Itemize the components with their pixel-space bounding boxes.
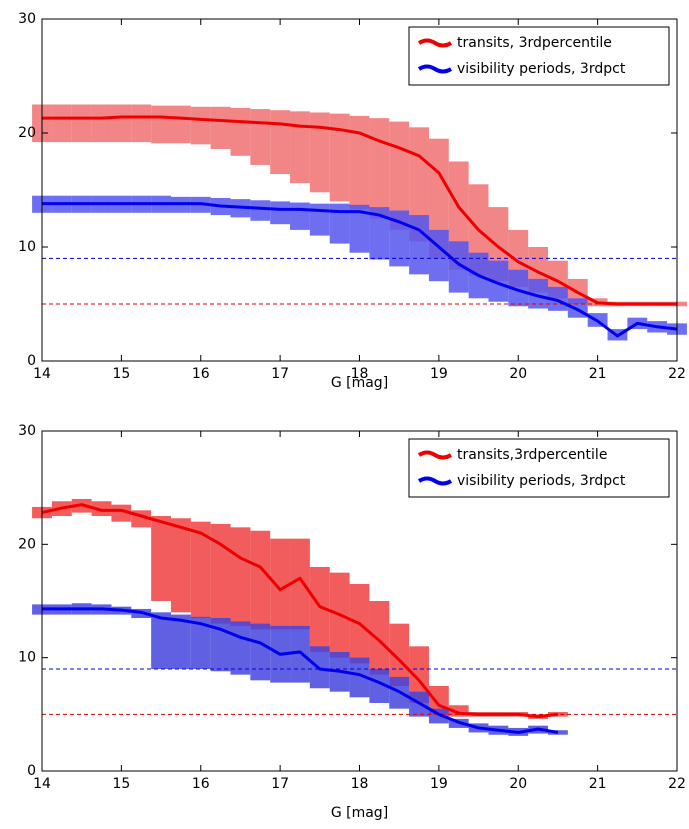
error-bar	[190, 521, 211, 618]
y-tick-label: 10	[18, 650, 36, 666]
y-tick-label: 0	[27, 353, 36, 369]
error-bar	[71, 104, 92, 143]
error-bar	[508, 269, 529, 307]
x-tick-label: 17	[271, 776, 289, 792]
x-tick-label: 19	[430, 776, 448, 792]
error-bar	[448, 241, 469, 293]
error-bar	[151, 516, 171, 601]
x-tick-label: 21	[589, 776, 607, 792]
y-tick-label: 0	[27, 763, 36, 779]
error-bar	[290, 625, 310, 683]
error-bar	[290, 202, 310, 230]
error-bar	[369, 118, 390, 219]
error-bar	[290, 111, 310, 184]
legend-label: transits, 3rdpercentile	[457, 35, 612, 51]
error-bar	[170, 518, 191, 613]
x-tick-label: 21	[589, 366, 607, 382]
error-bar	[548, 286, 568, 311]
error-bar	[190, 106, 211, 145]
x-tick-label: 15	[112, 366, 130, 382]
error-bar	[250, 109, 271, 165]
x-tick-label: 18	[351, 366, 369, 382]
error-bar	[151, 105, 171, 144]
error-bar	[528, 278, 549, 309]
error-bar	[309, 567, 330, 652]
legend-label: visibility periods, 3rdpct	[457, 473, 626, 489]
legend-swatch	[417, 450, 453, 460]
error-bar	[428, 229, 449, 282]
error-bar	[250, 200, 271, 221]
error-bar	[250, 623, 271, 681]
error-bar	[349, 115, 370, 210]
series-line	[42, 115, 677, 306]
error-bar	[270, 201, 291, 225]
error-bar	[170, 105, 191, 144]
error-bar	[190, 616, 211, 669]
legend-box	[408, 438, 670, 498]
error-band	[32, 195, 687, 341]
x-tick-label: 16	[192, 366, 210, 382]
error-bar	[309, 112, 330, 193]
error-bar	[131, 104, 152, 143]
y-tick-label: 10	[18, 239, 36, 255]
error-bar	[409, 127, 429, 242]
x-axis-label: G [mag]	[331, 805, 388, 821]
error-bar	[230, 527, 251, 626]
x-tick-label: 16	[192, 776, 210, 792]
error-bar	[210, 106, 231, 149]
error-bar	[151, 612, 171, 669]
legend-label: transits,3rdpercentile	[457, 447, 607, 463]
error-bar	[369, 207, 390, 260]
series-line	[41, 503, 559, 719]
x-tick-label: 14	[33, 776, 51, 792]
error-bar	[111, 104, 132, 143]
legend-box	[408, 26, 670, 86]
legend-label: visibility periods, 3rdpct	[457, 61, 626, 77]
legend-swatch	[417, 64, 453, 74]
series-line	[42, 607, 559, 734]
error-bar	[309, 203, 330, 236]
error-bar	[448, 705, 469, 717]
error-bar	[91, 104, 112, 143]
x-tick-label: 20	[509, 776, 527, 792]
legend-swatch	[417, 476, 453, 486]
series-line	[42, 202, 678, 338]
y-tick-label: 30	[18, 11, 36, 27]
y-tick-label: 30	[18, 423, 36, 439]
error-bar	[349, 204, 370, 253]
error-bar	[230, 107, 251, 156]
error-bar	[250, 530, 271, 630]
error-bar	[389, 623, 410, 686]
error-bar	[230, 621, 251, 675]
x-tick-label: 22	[668, 366, 686, 382]
x-tick-label: 18	[351, 776, 369, 792]
error-bar	[329, 113, 350, 202]
error-bar	[270, 110, 291, 175]
x-axis-label: G [mag]	[331, 375, 388, 391]
error-bar	[349, 657, 370, 698]
error-bar	[329, 203, 350, 244]
error-bar	[170, 614, 191, 669]
error-bar	[369, 669, 390, 703]
x-tick-label: 22	[668, 776, 686, 792]
error-bar	[488, 260, 509, 302]
error-bar	[369, 601, 390, 675]
legend-swatch	[417, 38, 453, 48]
error-bar	[51, 104, 72, 143]
x-tick-label: 19	[430, 366, 448, 382]
y-tick-label: 20	[18, 536, 36, 552]
x-tick-label: 20	[509, 366, 527, 382]
x-tick-label: 15	[112, 776, 130, 792]
error-bar	[290, 538, 310, 630]
error-bar	[270, 538, 291, 630]
y-tick-label: 20	[18, 125, 36, 141]
error-bar	[91, 501, 112, 516]
x-tick-label: 14	[33, 366, 51, 382]
error-bar	[409, 215, 429, 275]
x-tick-label: 17	[271, 366, 289, 382]
